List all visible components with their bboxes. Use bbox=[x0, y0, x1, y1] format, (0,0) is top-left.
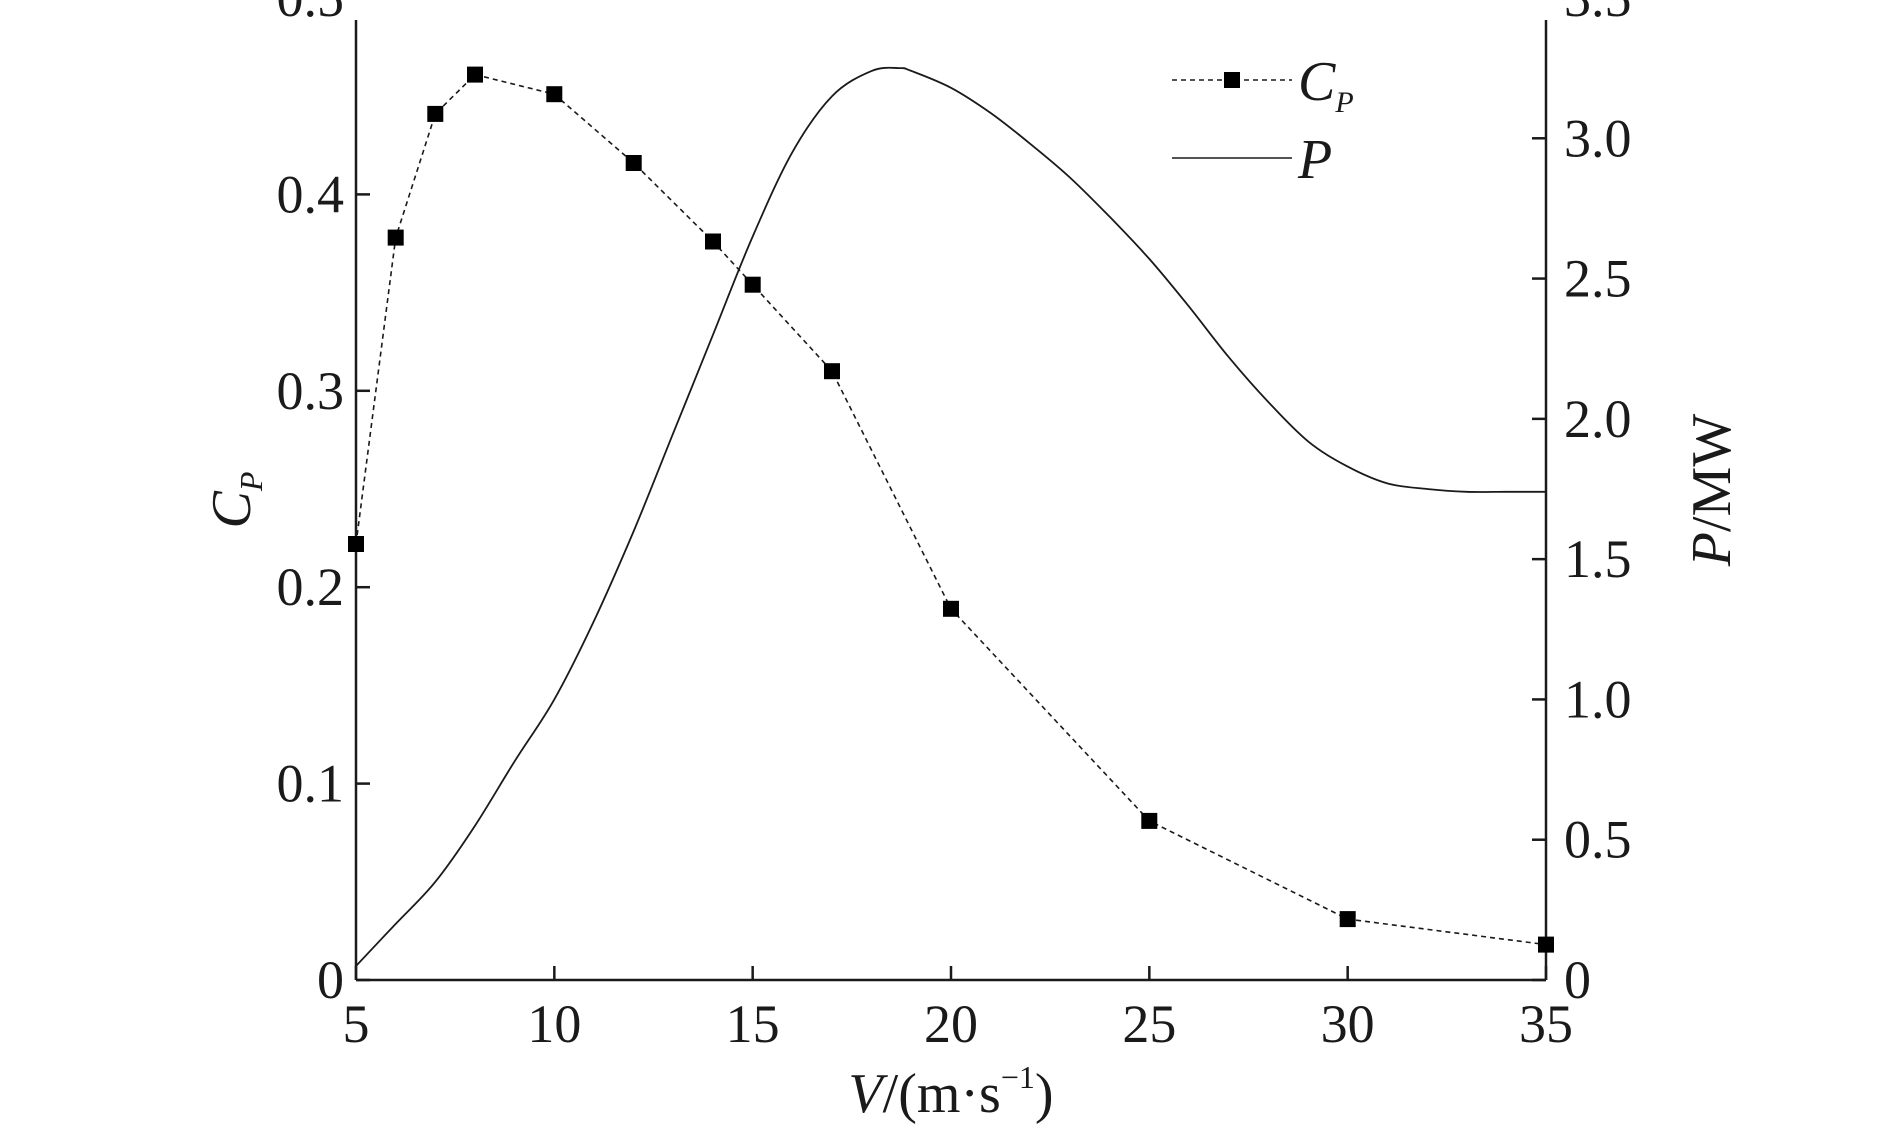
x-tick-label: 5 bbox=[343, 994, 370, 1054]
left-y-tick-label: 0.4 bbox=[277, 164, 345, 224]
cp-data-point bbox=[625, 155, 642, 171]
right-y-tick-label: 1.0 bbox=[1564, 669, 1632, 729]
right-y-tick-label: 3.5 bbox=[1564, 0, 1632, 28]
legend-cp-main: C bbox=[1298, 51, 1336, 113]
cp-data-point bbox=[387, 229, 404, 246]
left-y-tick-label: 0.3 bbox=[277, 361, 345, 421]
right-y-axis-label: P/MW bbox=[1681, 414, 1743, 568]
cp-data-point bbox=[467, 66, 483, 83]
right-y-tick-label: 2.5 bbox=[1564, 249, 1632, 309]
plot-frame bbox=[354, 20, 1548, 982]
cp-series-line bbox=[355, 73, 1547, 946]
right-axis-ticks: 0 0.5 1.0 1.5 2.0 2.5 3.0 3.5 bbox=[1532, 0, 1632, 1010]
cp-data-point bbox=[348, 536, 364, 552]
legend-cp-label: CP bbox=[1298, 51, 1354, 119]
left-axis-ticks: 0 0.1 0.2 0.3 0.4 0.5 bbox=[277, 0, 370, 1010]
left-y-axis-label-main: C bbox=[201, 490, 263, 528]
right-y-tick-label: 1.5 bbox=[1564, 529, 1632, 589]
legend-cp-sub: P bbox=[1334, 86, 1353, 119]
x-tick-label: 25 bbox=[1122, 994, 1176, 1054]
right-y-tick-label: 2.0 bbox=[1564, 389, 1632, 449]
cp-data-point bbox=[427, 105, 444, 122]
x-axis-label: V/(m·s−1) bbox=[848, 1059, 1053, 1124]
left-y-axis-label-sub: P bbox=[233, 472, 269, 493]
x-tick-label: 35 bbox=[1519, 994, 1573, 1054]
left-y-axis-label: CP bbox=[201, 472, 269, 529]
cp-data-point bbox=[744, 276, 761, 293]
right-y-tick-label: 0 bbox=[1564, 950, 1591, 1010]
cp-data-point bbox=[546, 86, 563, 103]
cp-data-point bbox=[1141, 812, 1158, 829]
x-axis-label-sup: −1 bbox=[1001, 1059, 1035, 1095]
right-y-tick-label: 0.5 bbox=[1564, 810, 1632, 870]
x-axis-label-close: ) bbox=[1035, 1063, 1054, 1124]
left-y-tick-label: 0.2 bbox=[277, 557, 345, 617]
legend-p-label: P bbox=[1297, 129, 1332, 191]
x-axis-label-unit: /(m·s bbox=[883, 1063, 1001, 1124]
right-y-axis-label-main: P bbox=[1681, 532, 1743, 567]
left-y-tick-label: 0.1 bbox=[277, 754, 345, 814]
x-tick-label: 10 bbox=[527, 994, 581, 1054]
right-y-axis-label-unit: /MW bbox=[1681, 414, 1743, 532]
cp-data-point bbox=[1339, 911, 1356, 928]
cp-data-point bbox=[824, 363, 840, 380]
cp-data-point bbox=[1538, 936, 1554, 953]
x-tick-label: 20 bbox=[924, 994, 978, 1054]
x-axis-label-var: V bbox=[848, 1063, 888, 1124]
x-tick-label: 30 bbox=[1321, 994, 1375, 1054]
right-y-tick-label: 3.0 bbox=[1564, 108, 1632, 168]
legend: CP P bbox=[1172, 51, 1354, 191]
cp-data-point bbox=[943, 600, 959, 617]
left-y-tick-label: 0.5 bbox=[277, 0, 345, 28]
power-series-line bbox=[355, 66, 1546, 967]
x-tick-label: 15 bbox=[726, 994, 780, 1054]
left-y-tick-label: 0 bbox=[317, 950, 344, 1010]
x-axis-ticks: 5 10 15 20 25 30 35 bbox=[343, 966, 1573, 1054]
legend-cp-marker bbox=[1224, 72, 1240, 88]
cp-data-point bbox=[705, 233, 721, 250]
series-layer bbox=[348, 66, 1554, 967]
